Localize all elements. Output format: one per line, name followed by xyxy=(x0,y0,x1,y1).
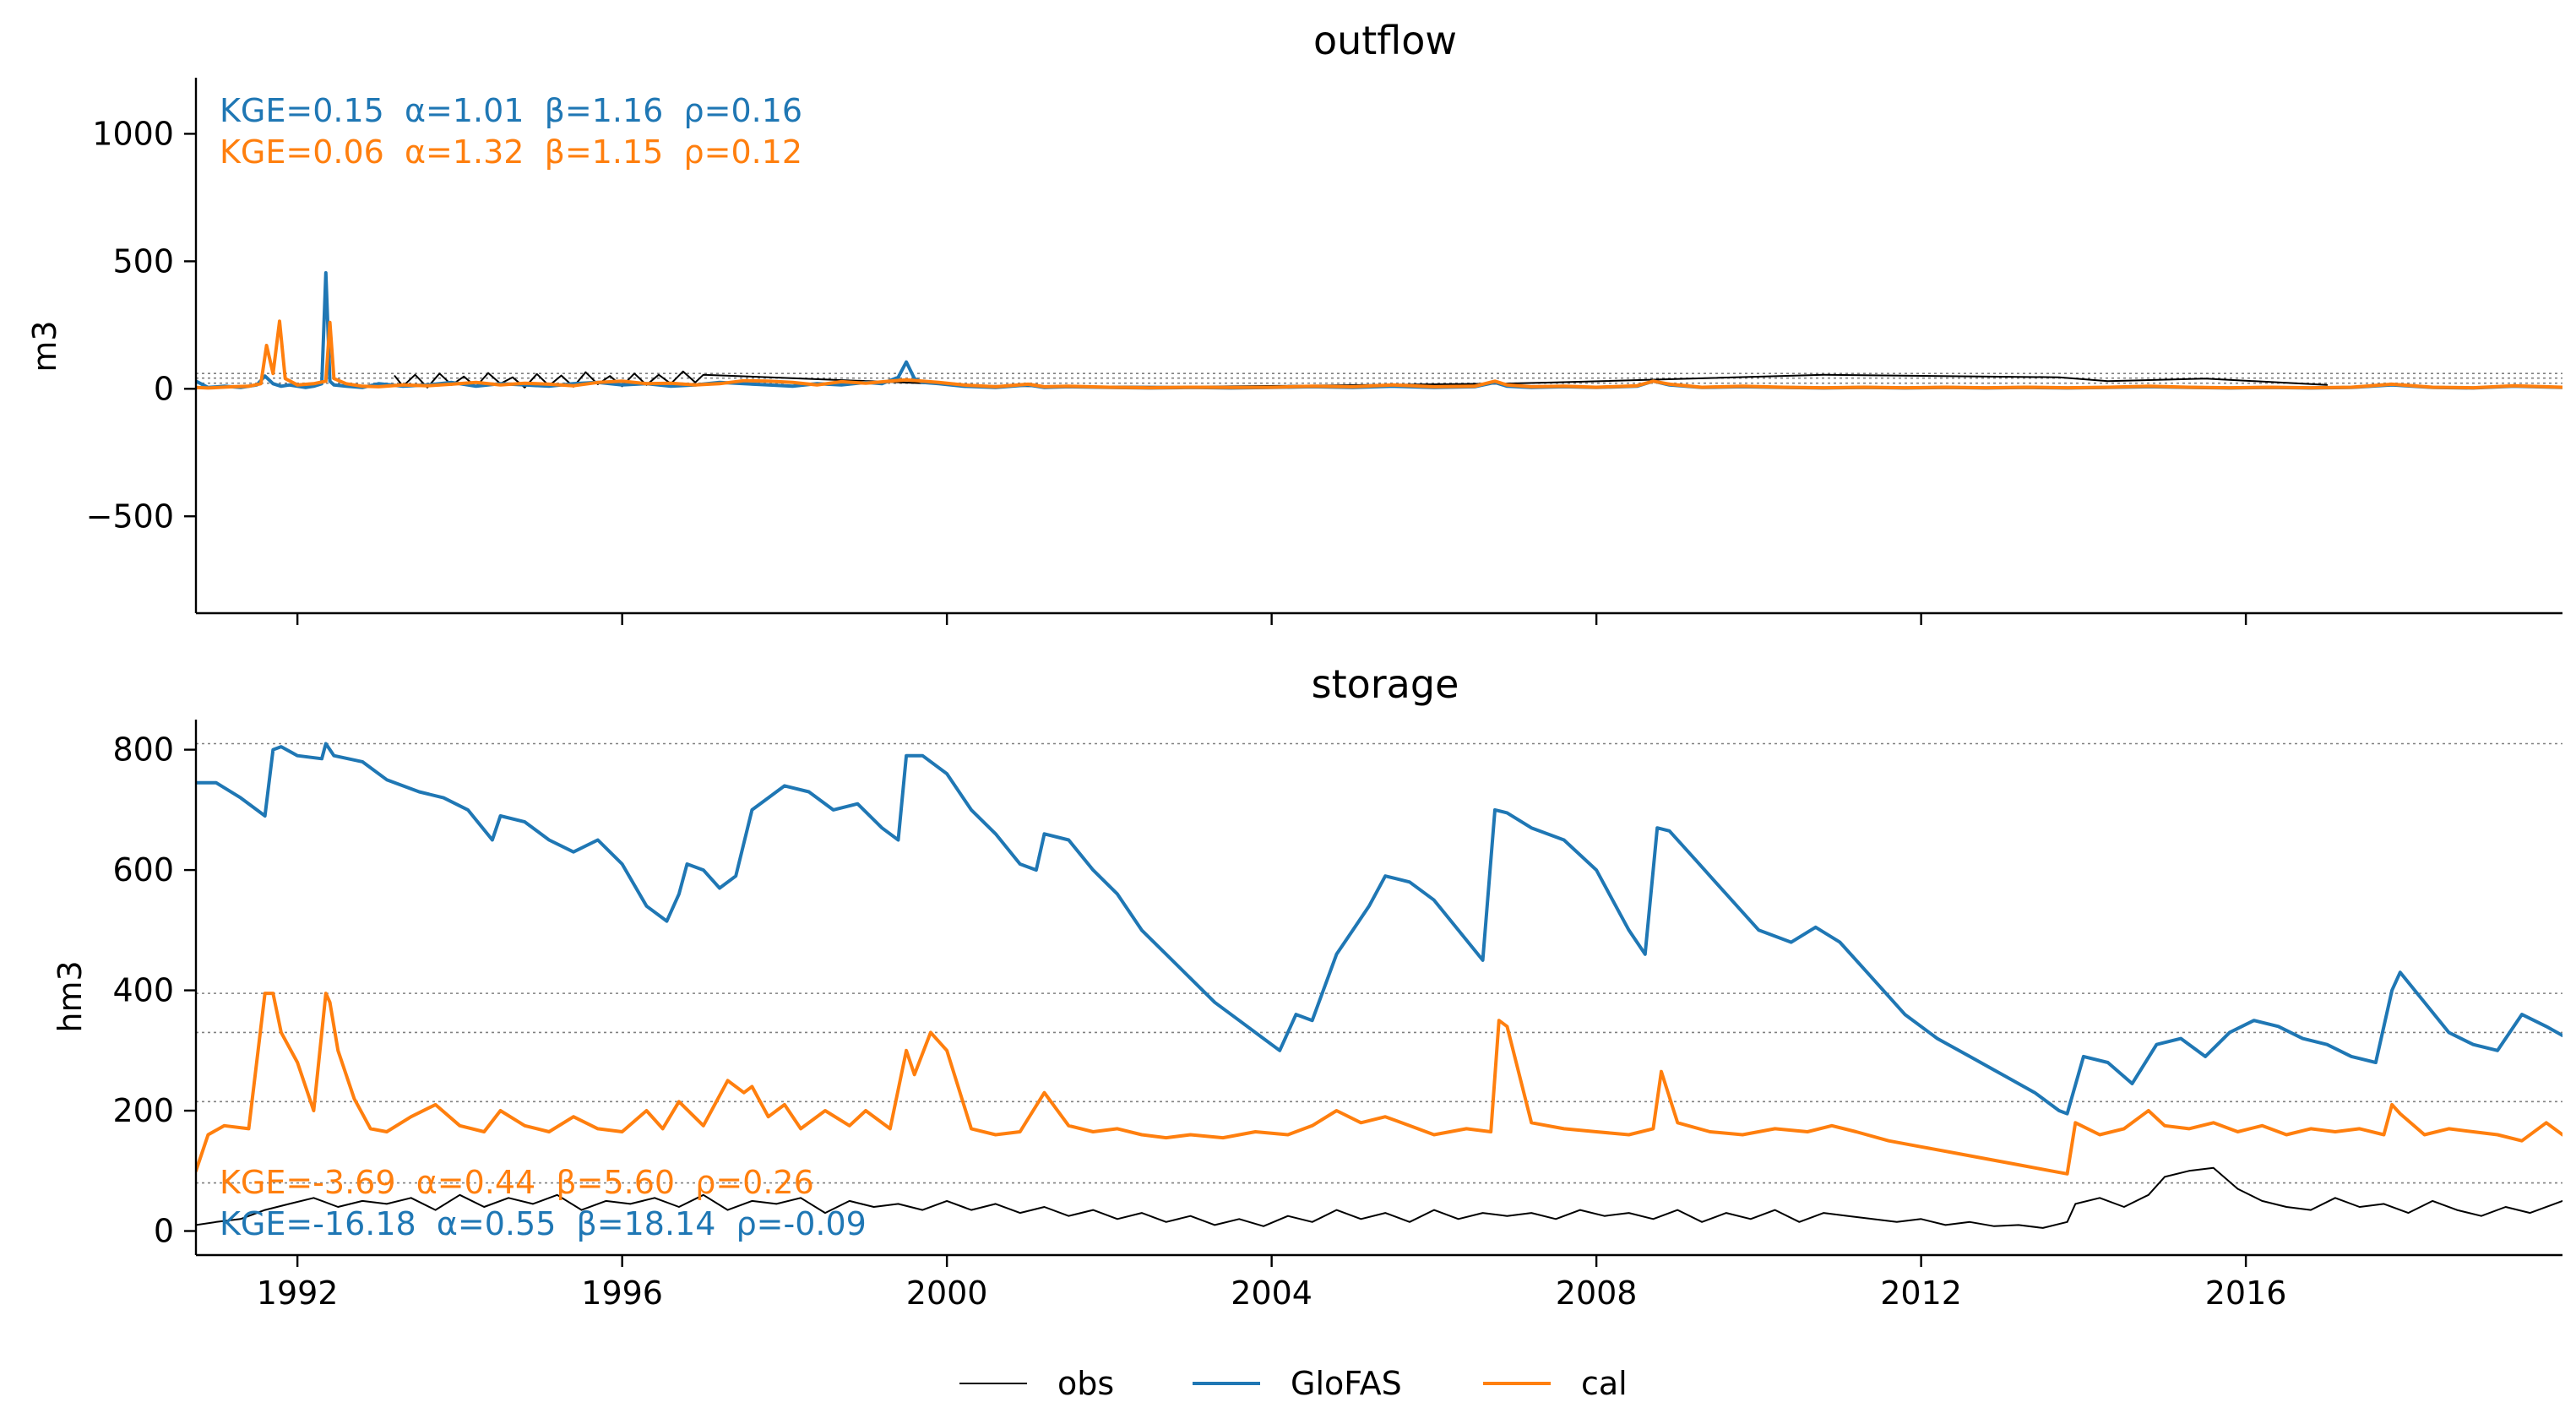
storage-ylabel: hm3 xyxy=(52,960,89,1032)
outflow-ylabel: m3 xyxy=(26,320,63,372)
storage-ytick-label: 200 xyxy=(112,1092,174,1129)
outflow-plot-area: −500 0 500 1000 xyxy=(86,78,2562,625)
storage-ytick-label: 800 xyxy=(112,731,174,769)
storage-series-group xyxy=(196,742,2562,1229)
storage-xtick-label: 1992 xyxy=(257,1275,339,1312)
outflow-metric-glofas: KGE=0.15 α=1.01 β=1.16 ρ=0.16 xyxy=(220,92,802,129)
storage-xtick-label: 2016 xyxy=(2205,1275,2287,1312)
outflow-series-glofas xyxy=(196,271,2562,390)
outflow-panel: −500 0 500 1000 outflow m3 KGE=0.15 α=1.01 … xyxy=(26,18,2562,625)
storage-title: storage xyxy=(1312,661,1459,707)
storage-metric-cal: KGE=-3.69 α=0.44 β=5.60 ρ=0.26 xyxy=(220,1164,814,1201)
outflow-series-group xyxy=(196,271,2562,390)
storage-panel: 0 200 400 600 800 1992 1996 2000 2004 2008 2012 201… xyxy=(52,661,2562,1312)
storage-xtick-label: 2008 xyxy=(1556,1275,1638,1312)
storage-xtick-label: 1996 xyxy=(581,1275,663,1312)
outflow-metric-cal: KGE=0.06 α=1.32 β=1.15 ρ=0.12 xyxy=(220,133,802,171)
outflow-ytick-label: −500 xyxy=(86,497,174,535)
storage-metric-glofas: KGE=-16.18 α=0.55 β=18.14 ρ=-0.09 xyxy=(220,1205,867,1242)
storage-ytick-label: 400 xyxy=(112,972,174,1009)
storage-series-glofas xyxy=(196,742,2562,1116)
storage-xtick-label: 2012 xyxy=(1880,1275,1962,1312)
storage-ytick-label: 600 xyxy=(112,851,174,889)
storage-series-obs xyxy=(196,1166,2562,1229)
storage-ytick-label: 0 xyxy=(154,1213,174,1250)
legend-label-obs: obs xyxy=(1057,1365,1114,1402)
outflow-title: outflow xyxy=(1313,18,1457,63)
storage-xtick-label: 2004 xyxy=(1231,1275,1312,1312)
storage-series-cal xyxy=(196,992,2562,1176)
legend: obs GloFAS cal xyxy=(959,1365,1628,1402)
legend-label-glofas: GloFAS xyxy=(1291,1365,1402,1402)
storage-xtick-label: 2000 xyxy=(906,1275,988,1312)
outflow-ytick-label: 500 xyxy=(112,242,174,280)
legend-label-cal: cal xyxy=(1581,1365,1628,1402)
storage-plot-area: 0 200 400 600 800 1992 1996 2000 2004 2008 2012 201… xyxy=(112,720,2562,1312)
outflow-ytick-label: 0 xyxy=(154,370,174,407)
outflow-ytick-label: 1000 xyxy=(92,115,174,152)
outflow-series-cal xyxy=(196,319,2562,390)
